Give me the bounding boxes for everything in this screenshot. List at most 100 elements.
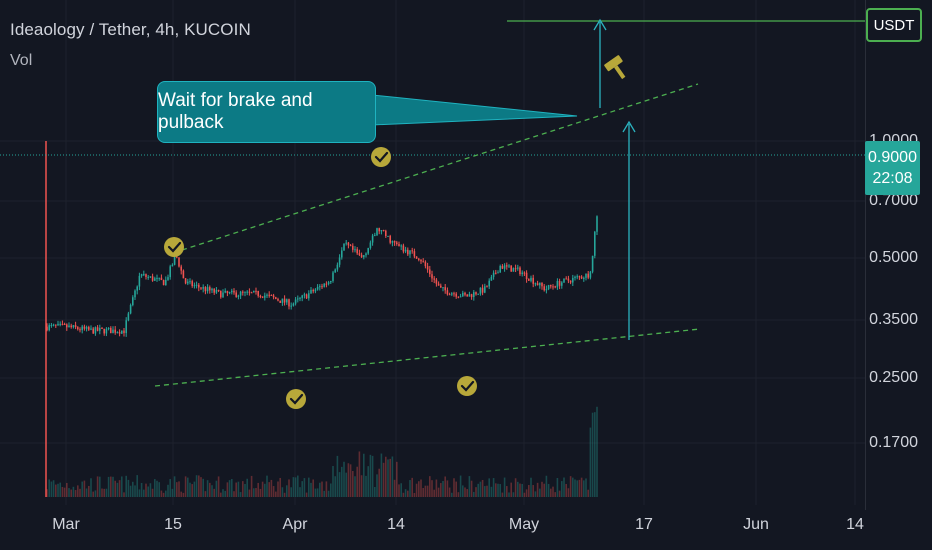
volume-bar: [486, 485, 488, 497]
candle-body: [495, 272, 497, 274]
candle-body: [382, 230, 385, 232]
volume-bar: [264, 483, 266, 497]
volume-bar: [565, 483, 567, 497]
volume-bar: [360, 475, 363, 497]
volume-bar: [407, 490, 409, 497]
volume-bar: [180, 491, 182, 497]
candle-body: [338, 257, 341, 265]
candle-body: [116, 332, 119, 334]
candle-body: [325, 283, 328, 285]
bar-countdown: 22:08: [872, 170, 913, 187]
volume-bar: [347, 463, 350, 497]
time-label: Mar: [52, 516, 80, 533]
volume-bar: [435, 479, 438, 497]
candle-body: [314, 289, 317, 292]
volume-bar: [83, 480, 86, 497]
candle-body: [574, 276, 576, 278]
volume-bar: [580, 477, 583, 497]
volume-bar: [217, 476, 220, 497]
volume-bar: [316, 488, 319, 497]
candle-body: [90, 328, 92, 330]
candle-body: [233, 290, 235, 293]
time-label: Jun: [743, 516, 769, 533]
volume-bar: [378, 468, 380, 497]
candle-body: [213, 288, 215, 293]
volume-bar: [305, 492, 308, 497]
price-label: 0.3500: [869, 311, 918, 328]
volume-bar: [591, 412, 594, 497]
volume-bar: [561, 481, 563, 497]
candle-body: [490, 276, 493, 281]
volume-bar: [266, 475, 268, 497]
volume-bar: [286, 485, 288, 497]
candle-body: [198, 284, 200, 288]
volume-bar: [323, 490, 325, 497]
candle-body: [354, 249, 356, 251]
volume-bar: [332, 466, 334, 497]
candle-body: [277, 298, 279, 301]
candle-body: [209, 287, 211, 291]
callout-annotation[interactable]: Wait for brake and pulback: [157, 81, 376, 143]
candle-body: [534, 283, 537, 285]
volume-bar: [189, 482, 191, 497]
candle-body: [88, 327, 90, 330]
volume-bar: [424, 485, 427, 497]
candle-body: [591, 255, 594, 272]
candle-body: [374, 235, 376, 237]
volume-bar: [145, 483, 147, 497]
volume-bar: [517, 481, 519, 497]
candle-body: [587, 273, 589, 278]
candle-body: [235, 292, 237, 297]
time-label: 14: [387, 516, 405, 533]
candle-body: [50, 324, 53, 326]
volume-bar: [107, 476, 110, 497]
last-price: 0.9000: [868, 149, 917, 166]
candle-body: [110, 327, 112, 334]
volume-bar: [583, 480, 585, 497]
candle-body: [470, 294, 473, 298]
candle-body: [147, 276, 149, 278]
candle-body: [387, 235, 389, 237]
volume-bar: [138, 489, 141, 497]
candle-body: [536, 283, 539, 286]
volume-bar: [187, 477, 189, 497]
volume-bars: [46, 406, 598, 497]
currency-button[interactable]: USDT: [866, 8, 922, 42]
time-label: May: [508, 516, 540, 533]
volume-bar: [389, 458, 391, 497]
volume-bar: [70, 489, 72, 497]
volume-bar: [178, 481, 180, 497]
candle-body: [231, 290, 233, 293]
check-circle-icon: [371, 147, 391, 167]
candle-body: [363, 255, 365, 258]
volume-bar: [440, 483, 442, 497]
volume-bar: [409, 480, 411, 497]
volume-bar: [66, 482, 68, 497]
volume-bar: [510, 482, 512, 497]
volume-bar: [354, 476, 356, 497]
volume-bar: [79, 488, 81, 497]
volume-bar: [451, 492, 453, 497]
candle-body: [539, 282, 541, 286]
volume-bar: [123, 492, 125, 497]
candle-body: [565, 278, 567, 280]
candle-body: [270, 295, 273, 297]
candle-body: [294, 299, 297, 304]
volume-bar: [477, 483, 479, 497]
candle-body: [316, 286, 319, 290]
volume-bar: [160, 490, 163, 497]
candle-body: [275, 297, 277, 299]
candle-body: [308, 293, 310, 299]
volume-bar: [534, 491, 537, 497]
candle-body: [360, 254, 363, 258]
candle-body: [279, 300, 281, 303]
candle-body: [215, 290, 218, 293]
volume-bar: [352, 470, 354, 497]
drawing-overlays: [0, 18, 866, 409]
candle-body: [569, 280, 572, 283]
volume-bar: [209, 482, 211, 497]
candle-body: [462, 292, 464, 297]
candle-body: [356, 249, 358, 254]
candle-body: [389, 235, 391, 243]
